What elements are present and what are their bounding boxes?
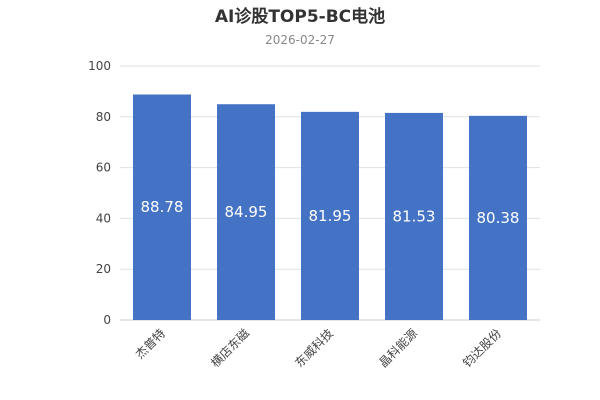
data-labels: 88.78 84.95 81.95 81.53 80.38 — [141, 198, 520, 227]
chart-subtitle: 2026-02-27 — [265, 33, 335, 47]
bar-value-label: 81.53 — [393, 207, 436, 225]
x-tick-label: 晶科能源 — [376, 326, 420, 370]
bar-value-label: 84.95 — [225, 203, 268, 221]
bar — [301, 111, 359, 320]
x-axis: 杰普特 横店东磁 东威科技 晶科能源 钧达股份 — [132, 326, 504, 371]
y-tick-label: 40 — [96, 211, 111, 225]
x-tick-label: 钧达股份 — [460, 326, 504, 370]
y-tick-label: 80 — [96, 110, 111, 124]
bar — [133, 94, 191, 320]
bar-value-label: 88.78 — [141, 198, 184, 216]
y-tick-label: 0 — [103, 313, 111, 327]
bar-value-label: 80.38 — [477, 209, 520, 227]
y-axis: 0 20 40 60 80 100 — [88, 59, 111, 327]
y-tick-label: 20 — [96, 262, 111, 276]
bar-value-label: 81.95 — [309, 207, 352, 225]
y-tick-label: 100 — [88, 59, 111, 73]
bar — [385, 112, 443, 320]
bar — [469, 115, 527, 320]
y-tick-label: 60 — [96, 161, 111, 175]
x-tick-label: 横店东磁 — [208, 326, 253, 371]
bar — [217, 104, 275, 321]
x-tick-label: 东威科技 — [292, 326, 336, 370]
bars — [133, 94, 527, 321]
x-tick-label: 杰普特 — [132, 326, 168, 362]
chart-title: AI诊股TOP5-BC电池 — [215, 6, 385, 27]
